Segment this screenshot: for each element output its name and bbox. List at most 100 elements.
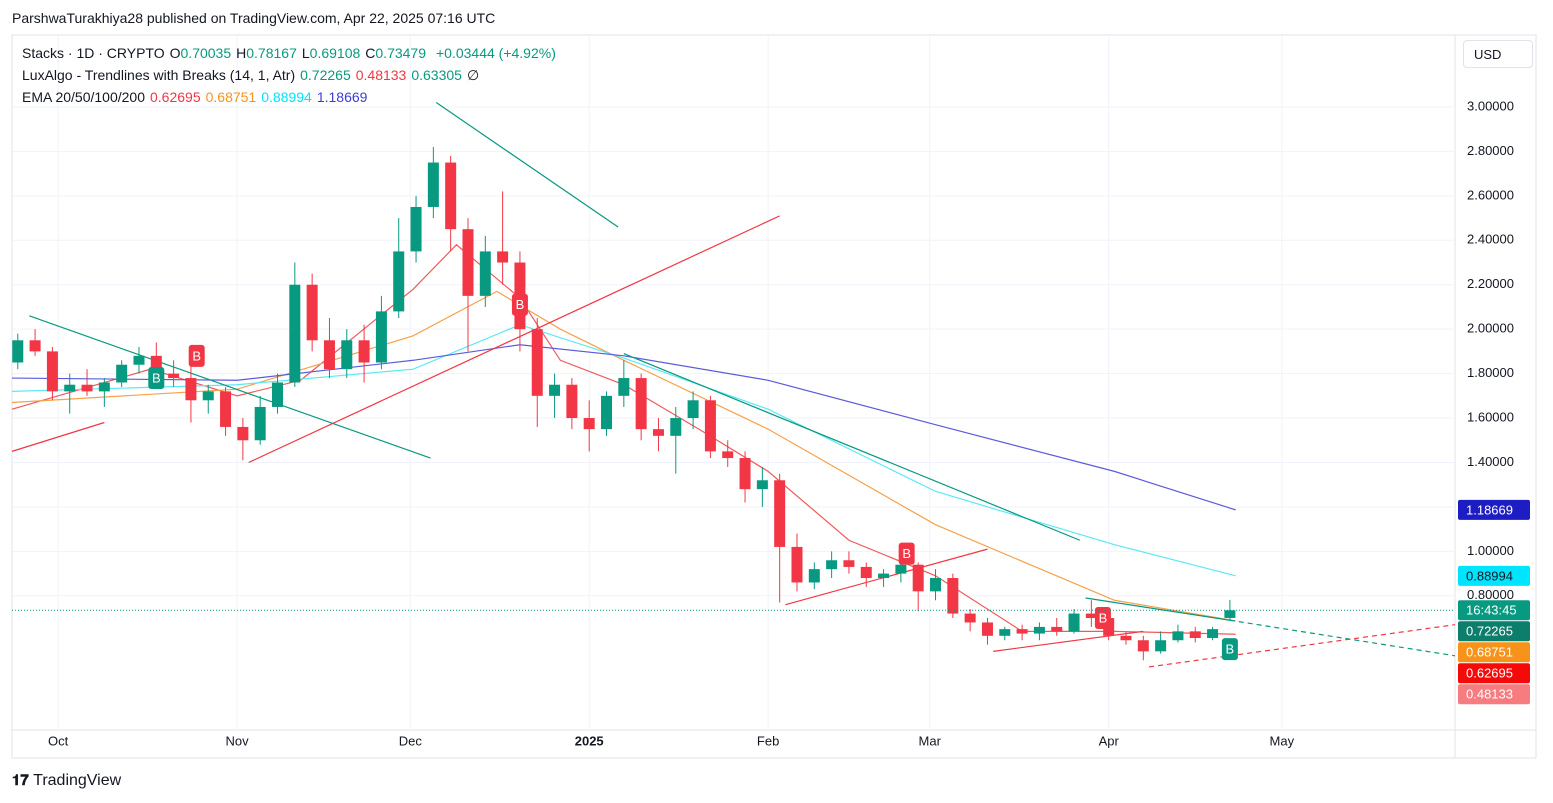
candle: [98, 378, 110, 407]
candle-body: [652, 429, 664, 436]
candle-body: [739, 458, 751, 490]
price-badge-label: 0.68751: [1466, 645, 1513, 660]
candle: [29, 329, 41, 356]
currency-button[interactable]: USD: [1463, 40, 1533, 68]
candle: [1207, 626, 1219, 641]
candle: [445, 155, 457, 252]
candle: [81, 369, 93, 396]
indicator-value: 0.48133: [355, 67, 407, 83]
candle-body: [635, 378, 647, 430]
candle: [739, 451, 751, 503]
candle: [635, 373, 647, 441]
candle-body: [722, 451, 734, 459]
candle-body: [462, 229, 474, 296]
ohlc-key: L: [301, 45, 310, 61]
candle-body: [46, 351, 58, 392]
candle: [878, 569, 890, 587]
candle-body: [1085, 613, 1097, 619]
candle-body: [479, 251, 491, 296]
candle-body: [393, 251, 405, 312]
candle: [791, 533, 803, 592]
candle: [1120, 631, 1132, 645]
y-tick-label: 2.40000: [1467, 232, 1514, 247]
x-tick-label: Mar: [919, 733, 942, 748]
candle: [375, 295, 387, 370]
candle: [687, 391, 699, 430]
logo-icon: 𝟏𝟕: [12, 772, 29, 789]
trendline: [993, 630, 1144, 652]
candle: [462, 218, 474, 352]
candle-body: [237, 426, 249, 441]
trendline: [623, 353, 1081, 541]
candle-body: [860, 566, 872, 579]
candle-body: [133, 355, 145, 365]
footer-text: TradingView: [33, 772, 122, 789]
y-tick-label: 1.40000: [1467, 454, 1514, 469]
candle-body: [427, 162, 439, 207]
signal-marker: [188, 344, 205, 367]
candle-body: [912, 564, 924, 592]
candle: [133, 346, 145, 374]
y-tick-label: 3.00000: [1467, 98, 1514, 113]
price-badge-label: 0.88994: [1466, 568, 1513, 583]
indicator-value: 0.63305: [411, 67, 462, 83]
candle-body: [1207, 629, 1219, 639]
candle-body: [566, 384, 578, 419]
candle-body: [1224, 610, 1236, 618]
candle: [1051, 618, 1063, 636]
chart-frame: [11, 34, 1537, 759]
candle-body: [843, 560, 855, 567]
candle: [843, 551, 855, 574]
candle: [64, 373, 76, 414]
candle: [306, 273, 318, 352]
candle: [289, 262, 301, 387]
candle: [237, 418, 249, 461]
x-tick-label: Dec: [399, 733, 423, 748]
candle: [1224, 599, 1236, 620]
candle-body: [12, 340, 24, 363]
ema-line: [11, 290, 1236, 622]
candle: [704, 395, 716, 459]
candle-body: [583, 418, 595, 430]
indicator-name: EMA 20/50/100/200: [22, 89, 145, 105]
signal-marker: [1221, 638, 1238, 661]
candle: [202, 384, 214, 414]
candle-body: [1051, 626, 1063, 632]
grid: [12, 35, 1455, 730]
candle-body: [375, 311, 387, 363]
candle-body: [618, 378, 630, 396]
candle: [652, 418, 664, 452]
legend-row: EMA 20/50/100/200 0.62695 0.68751 0.88994 1.…: [22, 89, 372, 105]
candle-body: [1016, 629, 1028, 634]
candle: [323, 318, 335, 379]
price-badge: [1458, 663, 1530, 684]
legend-row: Stacks · 1D · CRYPTO O0.70035 H0.78167 L0.6…: [22, 45, 561, 61]
candle: [168, 360, 180, 387]
indicator-value: 0.62695: [150, 89, 201, 105]
y-tick-label: 2.20000: [1467, 276, 1514, 291]
candle: [860, 562, 872, 587]
attribution: ParshwaTurakhiya28 published on TradingV…: [12, 10, 496, 26]
ohlc: O0.70035 H0.78167 L0.69108 C0.73479: [170, 45, 431, 61]
price-badge: [1458, 621, 1530, 642]
candle-body: [272, 382, 284, 407]
candle-body: [601, 395, 613, 430]
y-tick-label: 2.60000: [1467, 187, 1514, 202]
candle-body: [1189, 631, 1201, 639]
candle-body: [981, 622, 993, 636]
ohlc-value: 0.69108: [309, 45, 361, 61]
candle: [220, 386, 232, 436]
candle: [601, 391, 613, 436]
candle: [583, 400, 595, 452]
candle-body: [549, 384, 561, 396]
ohlc-key: O: [169, 45, 181, 61]
candle-body: [220, 391, 232, 427]
candle-body: [878, 573, 890, 579]
x-tick-label: Apr: [1099, 733, 1120, 748]
candle: [254, 395, 266, 445]
candle: [566, 378, 578, 430]
candle: [497, 191, 509, 285]
price-badge-label: 0.62695: [1466, 666, 1513, 681]
candle: [999, 626, 1011, 641]
